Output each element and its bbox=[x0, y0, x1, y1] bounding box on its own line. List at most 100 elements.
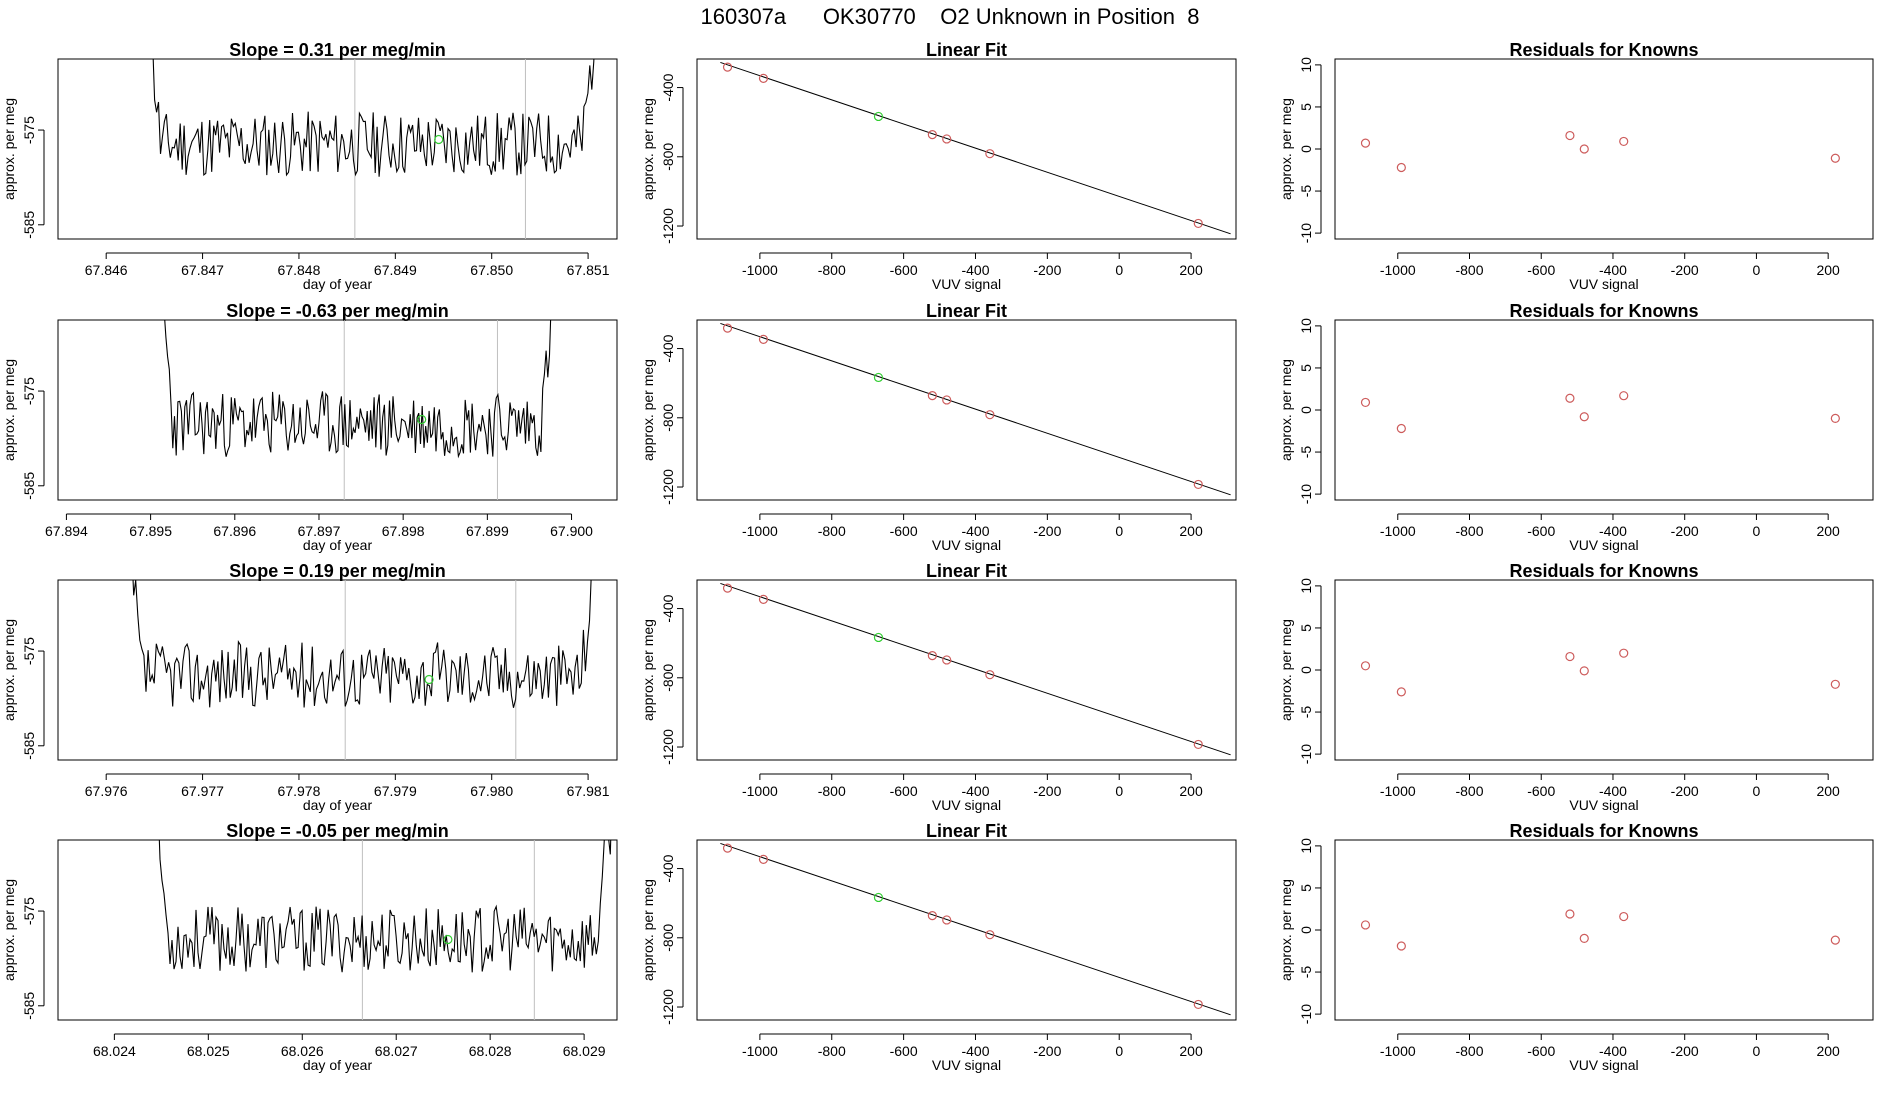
x-tick-label: -800 bbox=[818, 1043, 846, 1059]
x-tick-label: -600 bbox=[1527, 783, 1555, 799]
plot-title: Residuals for Knowns bbox=[1509, 821, 1698, 841]
x-tick-label: 0 bbox=[1115, 523, 1123, 539]
plot-frame bbox=[57, 58, 618, 240]
y-tick-label: 10 bbox=[1298, 578, 1314, 594]
x-tick-label: -1000 bbox=[1380, 783, 1416, 799]
residual-point bbox=[1360, 397, 1371, 408]
y-tick-label: -800 bbox=[660, 924, 676, 952]
y-tick-label: -800 bbox=[660, 664, 676, 692]
residual-point bbox=[1619, 391, 1629, 401]
x-tick-label: 68.024 bbox=[93, 1043, 136, 1059]
known-point bbox=[942, 395, 952, 405]
x-axis-label: VUV signal bbox=[1569, 797, 1638, 813]
plot-title: Linear Fit bbox=[926, 561, 1007, 581]
residual-point bbox=[1360, 138, 1371, 148]
y-tick-label: -400 bbox=[660, 854, 676, 882]
plot-title: Slope = -0.05 per meg/min bbox=[226, 821, 449, 841]
x-tick-label: 67.898 bbox=[382, 523, 425, 539]
x-tick-label: 67.897 bbox=[298, 523, 341, 539]
signal-trace bbox=[158, 840, 612, 973]
residual-point bbox=[1579, 412, 1589, 422]
residual-point bbox=[1565, 130, 1575, 141]
x-tick-label: -1000 bbox=[742, 523, 778, 539]
y-tick-label: -400 bbox=[660, 73, 676, 101]
x-tick-label: -800 bbox=[1455, 262, 1483, 278]
known-point bbox=[985, 410, 995, 420]
x-tick-label: 200 bbox=[1179, 1043, 1203, 1059]
y-axis-label: approx. per meg bbox=[1, 619, 17, 721]
residual-point bbox=[1830, 153, 1840, 163]
unknown-point bbox=[873, 372, 884, 383]
known-point bbox=[942, 655, 952, 665]
y-tick-label: -585 bbox=[21, 472, 37, 500]
x-tick-label: 0 bbox=[1753, 262, 1761, 278]
x-tick-label: 67.850 bbox=[470, 262, 513, 278]
x-tick-label: -600 bbox=[1527, 523, 1555, 539]
x-tick-label: 67.900 bbox=[550, 523, 593, 539]
plot-title: Linear Fit bbox=[926, 821, 1007, 841]
y-tick-label: 10 bbox=[1298, 838, 1314, 854]
x-tick-label: -1000 bbox=[742, 1043, 778, 1059]
x-tick-label: 200 bbox=[1816, 262, 1840, 278]
known-point bbox=[942, 134, 952, 144]
plot-title: Slope = -0.63 per meg/min bbox=[226, 301, 449, 321]
y-tick-label: -800 bbox=[660, 143, 676, 171]
unknown-mean-marker bbox=[434, 134, 444, 145]
x-axis-label: day of year bbox=[303, 276, 373, 292]
y-tick-label: 5 bbox=[1298, 103, 1314, 111]
residual-point bbox=[1619, 648, 1629, 658]
linear-fit-plot-4: Linear Fit -1000 -800 -600 -400 -200 0 200 VUV s… bbox=[640, 821, 1237, 1073]
x-tick-label: 200 bbox=[1816, 1043, 1840, 1059]
plot-frame bbox=[57, 579, 618, 761]
plot-title: Slope = 0.19 per meg/min bbox=[229, 561, 446, 581]
x-tick-label: -1000 bbox=[1380, 262, 1416, 278]
plot-frame bbox=[1334, 319, 1874, 501]
plot-frame bbox=[1334, 579, 1874, 761]
y-tick-label: -5 bbox=[1298, 706, 1314, 719]
y-tick-label: 5 bbox=[1298, 364, 1314, 372]
residual-point bbox=[1396, 423, 1406, 434]
x-tick-label: 0 bbox=[1115, 1043, 1123, 1059]
linear-fit-plot-3: Linear Fit -1000 -800 -600 -400 -200 0 200 VUV s… bbox=[640, 561, 1237, 813]
x-tick-label: 200 bbox=[1179, 783, 1203, 799]
x-axis-label: VUV signal bbox=[1569, 276, 1638, 292]
x-tick-label: 200 bbox=[1816, 783, 1840, 799]
x-tick-label: -200 bbox=[1033, 523, 1061, 539]
x-tick-label: 67.899 bbox=[466, 523, 509, 539]
x-tick-label: -800 bbox=[1455, 783, 1483, 799]
y-axis-label: approx. per meg bbox=[1, 359, 17, 461]
y-tick-label: 5 bbox=[1298, 624, 1314, 632]
x-tick-label: -400 bbox=[1599, 783, 1627, 799]
regression-line bbox=[720, 322, 1231, 496]
x-tick-label: 67.847 bbox=[181, 262, 224, 278]
x-tick-label: 68.026 bbox=[281, 1043, 324, 1059]
x-tick-label: 68.027 bbox=[375, 1043, 418, 1059]
y-tick-label: 0 bbox=[1298, 145, 1314, 153]
plot-frame bbox=[57, 839, 618, 1021]
y-tick-label: -575 bbox=[21, 116, 37, 144]
y-tick-label: 10 bbox=[1298, 318, 1314, 334]
y-axis-label: approx. per meg bbox=[1278, 879, 1294, 981]
x-tick-label: 67.851 bbox=[567, 262, 610, 278]
plot-title: Residuals for Knowns bbox=[1509, 301, 1698, 321]
residual-point bbox=[1396, 162, 1406, 173]
signal-trace bbox=[132, 580, 592, 708]
residual-point bbox=[1579, 144, 1589, 154]
x-tick-label: -400 bbox=[961, 523, 989, 539]
y-tick-label: -400 bbox=[660, 334, 676, 362]
linear-fit-plot-2: Linear Fit -1000 -800 -600 -400 -200 0 200 VUV s… bbox=[640, 301, 1237, 553]
x-tick-label: 0 bbox=[1753, 783, 1761, 799]
residual-point bbox=[1360, 920, 1371, 930]
y-tick-label: 10 bbox=[1298, 57, 1314, 73]
y-axis-label: approx. per meg bbox=[640, 879, 656, 981]
x-tick-label: 67.849 bbox=[374, 262, 417, 278]
regression-line bbox=[720, 842, 1231, 1016]
known-point bbox=[985, 670, 995, 680]
timeseries-plot-2: Slope = -0.63 per meg/min 67.894 67.895 67.… bbox=[1, 301, 618, 553]
x-axis-label: VUV signal bbox=[932, 1057, 1001, 1073]
unknown-mean-marker bbox=[443, 934, 453, 945]
x-tick-label: -800 bbox=[1455, 1043, 1483, 1059]
x-tick-label: -400 bbox=[961, 1043, 989, 1059]
y-tick-label: -585 bbox=[21, 211, 37, 239]
x-tick-label: -400 bbox=[1599, 1043, 1627, 1059]
